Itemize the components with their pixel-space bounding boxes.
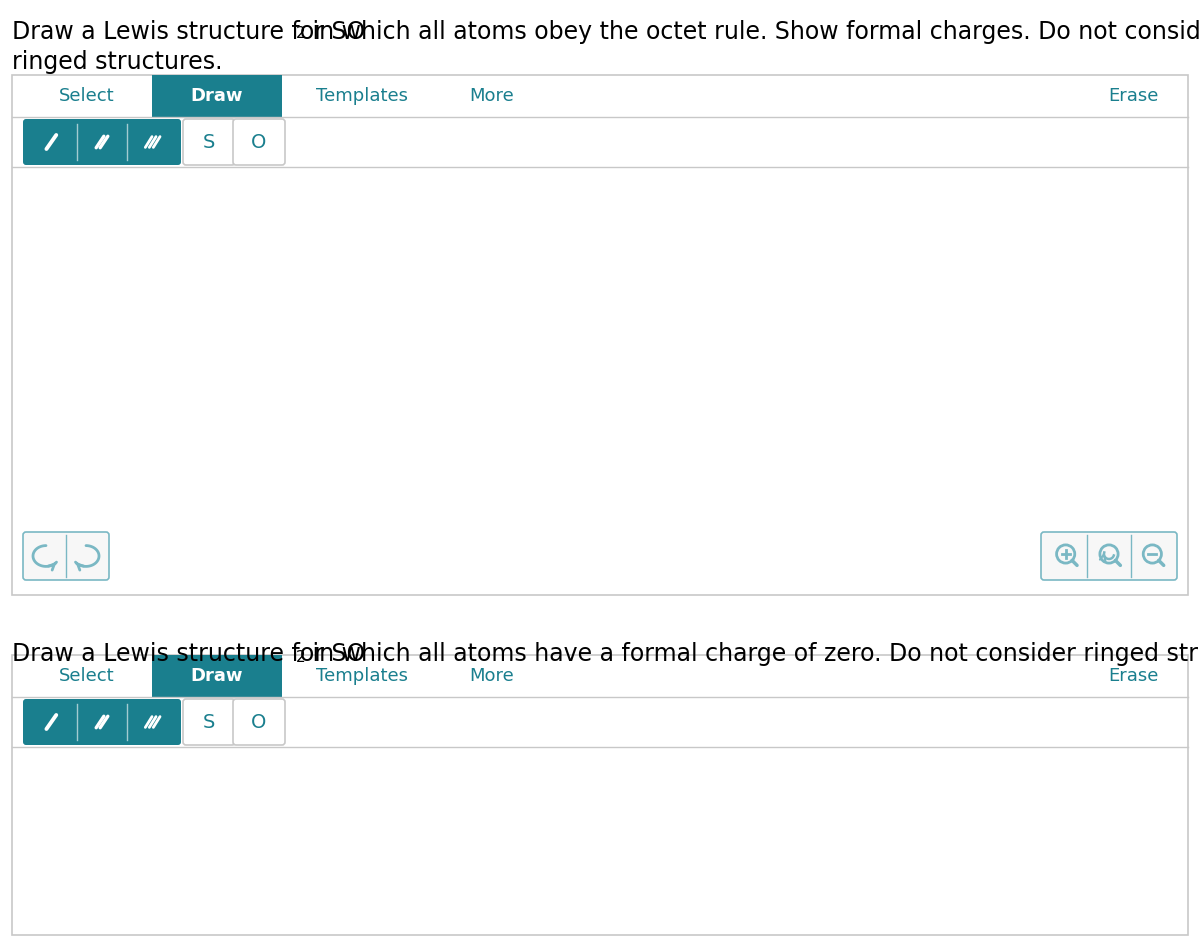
Text: Select: Select (59, 87, 115, 105)
Text: in which all atoms obey the octet rule. Show formal charges. Do not consider: in which all atoms obey the octet rule. … (305, 20, 1200, 44)
Text: Draw a Lewis structure for SO: Draw a Lewis structure for SO (12, 642, 365, 666)
Bar (152, 655, 282, 697)
Text: Draw: Draw (191, 667, 244, 685)
FancyBboxPatch shape (182, 699, 235, 745)
Text: 2: 2 (296, 26, 306, 41)
Text: Templates: Templates (316, 87, 408, 105)
FancyBboxPatch shape (23, 119, 181, 165)
FancyBboxPatch shape (182, 119, 235, 165)
Text: 2: 2 (296, 650, 306, 665)
Bar (152, 75, 282, 117)
FancyBboxPatch shape (233, 119, 286, 165)
Text: More: More (469, 87, 515, 105)
Text: Draw: Draw (191, 87, 244, 105)
Text: Select: Select (59, 667, 115, 685)
Text: Erase: Erase (1108, 87, 1158, 105)
Text: in which all atoms have a formal charge of zero. Do not consider ringed structur: in which all atoms have a formal charge … (305, 642, 1200, 666)
FancyBboxPatch shape (233, 699, 286, 745)
Text: S: S (203, 132, 215, 151)
Text: O: O (251, 712, 266, 731)
Text: ringed structures.: ringed structures. (12, 50, 222, 74)
FancyBboxPatch shape (23, 699, 181, 745)
FancyBboxPatch shape (12, 655, 1188, 935)
Text: Templates: Templates (316, 667, 408, 685)
FancyBboxPatch shape (23, 532, 109, 580)
Text: Erase: Erase (1108, 667, 1158, 685)
FancyBboxPatch shape (12, 75, 1188, 595)
Text: More: More (469, 667, 515, 685)
FancyBboxPatch shape (1042, 532, 1177, 580)
Text: Draw a Lewis structure for SO: Draw a Lewis structure for SO (12, 20, 365, 44)
Text: S: S (203, 712, 215, 731)
Text: O: O (251, 132, 266, 151)
